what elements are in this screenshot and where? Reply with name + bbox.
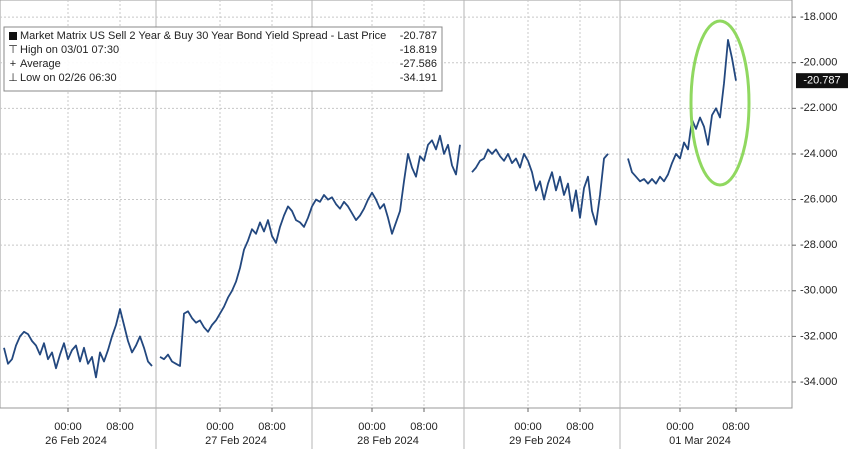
x-group-label: 29 Feb 2024 bbox=[509, 435, 571, 447]
legend-value: -27.586 bbox=[400, 58, 437, 70]
y-tick-label: -26.000 bbox=[800, 193, 837, 205]
y-tick-label: -34.000 bbox=[800, 376, 837, 388]
last-price-label: -20.787 bbox=[803, 75, 840, 87]
y-tick-label: -30.000 bbox=[800, 285, 837, 297]
x-tick-label: 00:00 bbox=[358, 421, 386, 433]
x-tick-label: 00:00 bbox=[206, 421, 234, 433]
x-tick-label: 00:00 bbox=[514, 421, 542, 433]
x-group-label: 01 Mar 2024 bbox=[669, 435, 731, 447]
highlight-ellipse bbox=[689, 19, 751, 187]
y-tick-label: -20.000 bbox=[800, 57, 837, 69]
legend-box bbox=[3, 26, 443, 92]
x-tick-label: 00:00 bbox=[54, 421, 82, 433]
x-tick-label: 08:00 bbox=[722, 421, 750, 433]
legend-label: Average bbox=[20, 58, 61, 70]
legend-label: High on 03/01 07:30 bbox=[20, 44, 119, 56]
x-group-label: 26 Feb 2024 bbox=[45, 435, 107, 447]
legend-icon: + bbox=[10, 58, 16, 70]
x-tick-label: 08:00 bbox=[106, 421, 134, 433]
x-group-label: 28 Feb 2024 bbox=[357, 435, 419, 447]
y-tick-label: -24.000 bbox=[800, 148, 837, 160]
legend-icon: ⊤ bbox=[8, 44, 18, 56]
legend-icon bbox=[9, 32, 17, 40]
legend-icon: ⊥ bbox=[8, 72, 18, 84]
legend-label: Low on 02/26 06:30 bbox=[20, 72, 117, 84]
legend-value: -34.191 bbox=[400, 72, 437, 84]
y-tick-label: -28.000 bbox=[800, 239, 837, 251]
x-tick-label: 08:00 bbox=[258, 421, 286, 433]
y-tick-label: -32.000 bbox=[800, 330, 837, 342]
x-tick-label: 08:00 bbox=[566, 421, 594, 433]
legend: Market Matrix US Sell 2 Year & Buy 30 Ye… bbox=[3, 26, 443, 92]
series-line bbox=[3, 39, 737, 379]
x-group-label: 27 Feb 2024 bbox=[205, 435, 267, 447]
last-price-box bbox=[796, 73, 848, 89]
legend-value: -20.787 bbox=[400, 30, 437, 42]
y-tick-label: -22.000 bbox=[800, 102, 837, 114]
x-tick-label: 00:00 bbox=[666, 421, 694, 433]
legend-label: Market Matrix US Sell 2 Year & Buy 30 Ye… bbox=[20, 30, 386, 42]
last-price-tag: -20.787 bbox=[796, 73, 848, 89]
x-tick-label: 08:00 bbox=[410, 421, 438, 433]
legend-value: -18.819 bbox=[400, 44, 437, 56]
y-tick-label: -18.000 bbox=[800, 11, 837, 23]
